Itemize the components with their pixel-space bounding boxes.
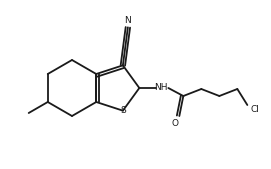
Text: S: S — [120, 106, 126, 115]
Text: NH: NH — [154, 83, 168, 92]
Text: Cl: Cl — [251, 105, 260, 115]
Text: N: N — [124, 16, 131, 25]
Text: O: O — [172, 118, 179, 127]
